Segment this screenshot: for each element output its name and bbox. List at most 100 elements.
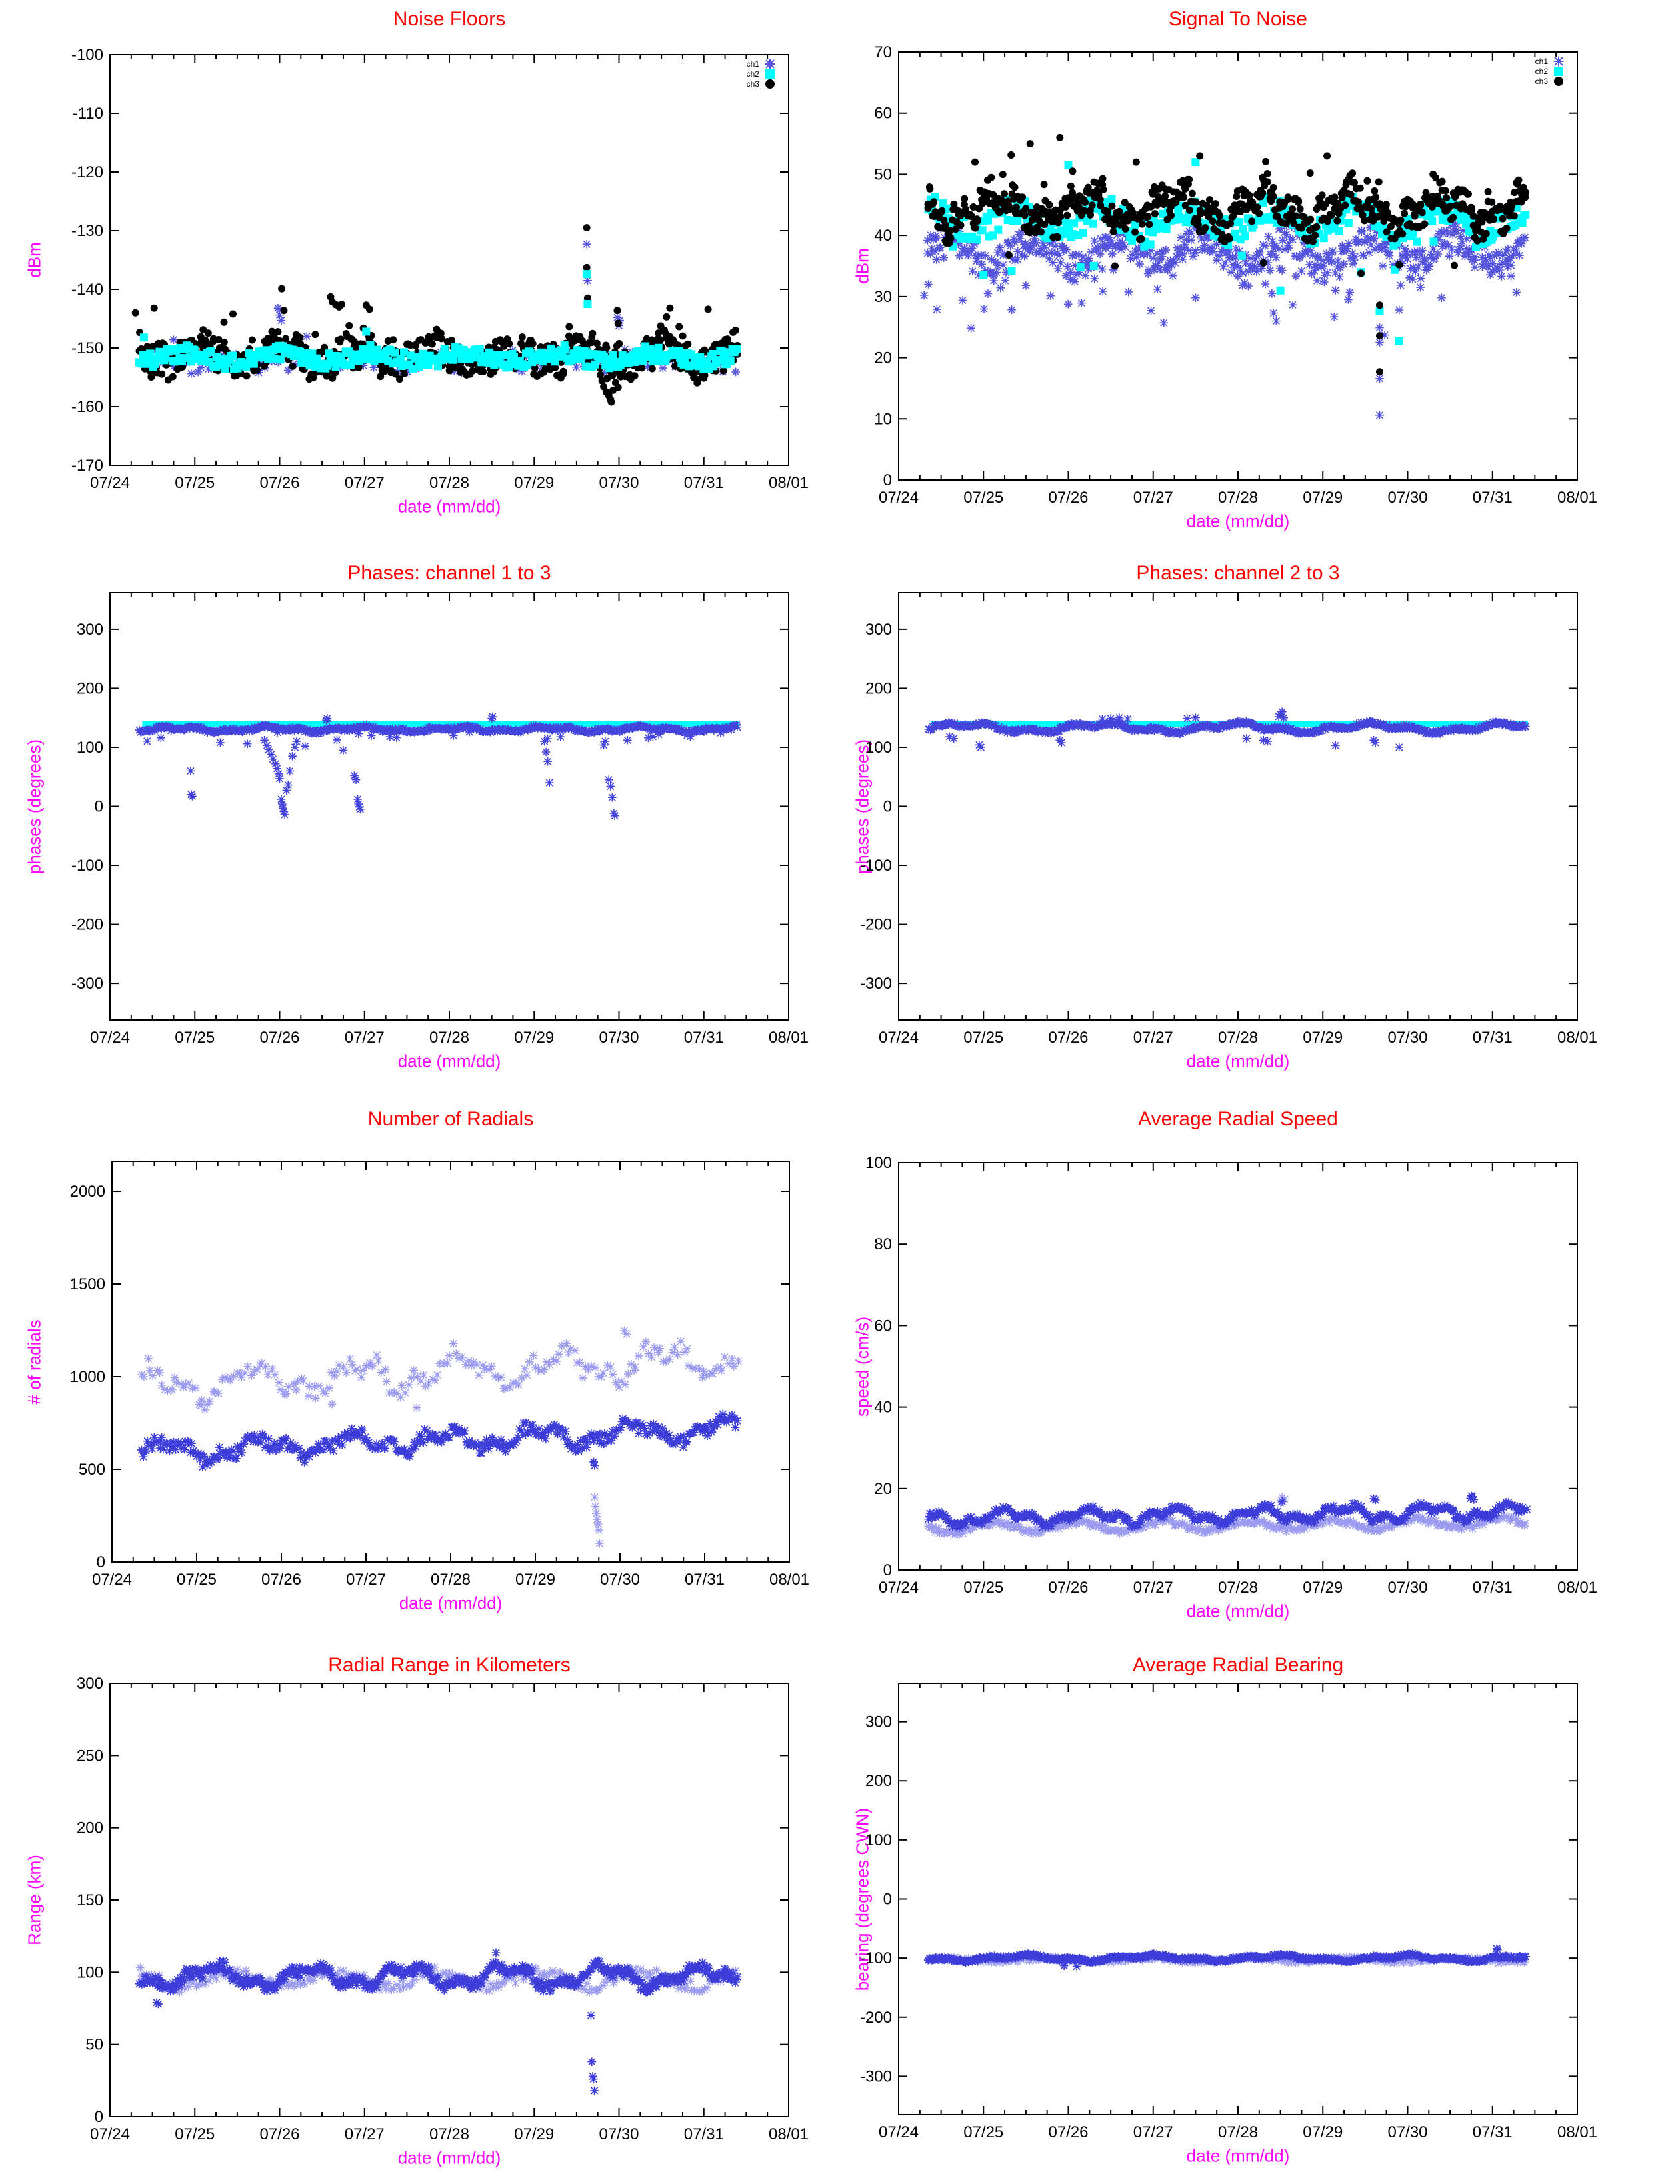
y-tick-label: 80: [874, 1235, 892, 1253]
chart-title: Noise Floors: [393, 8, 506, 30]
y-tick-label: -200: [860, 2009, 892, 2027]
x-tick-label: 08/01: [1557, 489, 1597, 507]
series-layer: [137, 1326, 743, 1548]
x-tick-label: 07/27: [345, 474, 385, 492]
noise-floors-plot: 07/24 07/25 07/26 07/27 07/28 07/29 07/30 07/31…: [71, 46, 809, 492]
y-tick-label: 100: [865, 1831, 892, 1849]
average-radial-speed-plot: 07/24 07/25 07/26 07/27 07/28 07/29 07/30 07/31…: [865, 1154, 1597, 1597]
y-tick-label: 0: [883, 471, 892, 489]
x-tick-label: 07/26: [259, 2125, 299, 2143]
ch1-star-icon: [1553, 56, 1564, 67]
panel-radial-range: Radial Range in Kilometers Range (km) da…: [0, 1638, 840, 2184]
x-axis-label: date (mm/dd): [1186, 1601, 1290, 1621]
x-tick-label: 08/01: [769, 1571, 809, 1589]
chart-title: Radial Range in Kilometers: [328, 1654, 571, 1676]
tick-labels: 07/24 07/25 07/26 07/27 07/28 07/29 07/30 07/31…: [77, 1675, 809, 2143]
x-axis-label: date (mm/dd): [397, 1051, 501, 1071]
x-tick-label: 07/25: [175, 2125, 215, 2143]
x-tick-label: 07/30: [1387, 489, 1427, 507]
y-tick-label: 300: [865, 1713, 892, 1731]
x-tick-label: 07/31: [1473, 1029, 1513, 1047]
x-tick-label: 07/31: [684, 2125, 724, 2143]
x-tick-label: 07/31: [1473, 489, 1513, 507]
chart-title: Average Radial Speed: [1138, 1108, 1338, 1130]
y-tick-label: 100: [865, 1154, 892, 1172]
x-tick-label: 07/26: [1048, 1029, 1088, 1047]
series-layer: [135, 1948, 742, 2095]
series-layer: [923, 1944, 1530, 1971]
legend-label-ch2: ch2: [747, 69, 760, 79]
y-tick-label: -300: [860, 2067, 892, 2085]
x-tick-label: 07/26: [1048, 2123, 1088, 2141]
y-tick-label: 200: [865, 1772, 892, 1790]
ch2-square-icon: [1554, 67, 1563, 76]
x-tick-label: 08/01: [1557, 1579, 1597, 1597]
y-tick-label: -100: [860, 1949, 892, 1967]
y-tick-label: 0: [883, 1561, 892, 1579]
y-tick-label: 0: [883, 1891, 892, 1909]
chart-title: Phases: channel 2 to 3: [1136, 562, 1340, 584]
y-tick-label: 0: [95, 798, 103, 816]
x-tick-label: 07/24: [92, 1571, 132, 1589]
panel-average-radial-bearing: Average Radial Bearing bearing (degrees …: [840, 1638, 1680, 2184]
ch2-square-icon: [765, 69, 775, 79]
x-tick-label: 07/29: [514, 474, 554, 492]
x-tick-label: 07/29: [1303, 1579, 1343, 1597]
x-tick-label: 07/24: [90, 474, 130, 492]
x-axis-label: date (mm/dd): [1186, 511, 1290, 531]
x-tick-label: 07/25: [177, 1571, 217, 1589]
x-tick-label: 07/26: [261, 1571, 301, 1589]
axes: [898, 1162, 1578, 1571]
chart-title: Signal To Noise: [1169, 8, 1307, 30]
plot-frame: [109, 592, 789, 1021]
y-tick-label: -100: [71, 46, 103, 64]
y-tick-label: 200: [77, 679, 103, 697]
y-tick-label: 1500: [70, 1275, 105, 1293]
x-tick-label: 07/24: [879, 1579, 919, 1597]
plot-frame: [109, 54, 789, 466]
x-tick-label: 07/24: [90, 2125, 130, 2143]
x-tick-label: 07/31: [1473, 1579, 1513, 1597]
series-layer: [135, 712, 742, 820]
x-tick-label: 07/29: [1303, 1029, 1343, 1047]
y-tick-label: -130: [71, 222, 103, 240]
series-layer: [919, 133, 1530, 420]
axes: [111, 1161, 790, 1563]
phases-1-3-plot: 07/24 07/25 07/26 07/27 07/28 07/29 07/30 07/31…: [71, 592, 809, 1047]
panel-phases-1-3: Phases: channel 1 to 3 phases (degrees) …: [0, 546, 840, 1092]
x-tick-label: 07/30: [599, 1029, 639, 1047]
y-tick-label: -140: [71, 281, 103, 299]
tick-labels: 07/24 07/25 07/26 07/27 07/28 07/29 07/30 07/31…: [874, 43, 1597, 507]
chart-title: Average Radial Bearing: [1132, 1654, 1344, 1676]
x-tick-label: 07/30: [599, 474, 639, 492]
y-tick-label: 50: [874, 165, 892, 183]
y-tick-label: 150: [77, 1891, 103, 1909]
y-tick-label: -300: [860, 975, 892, 993]
x-tick-label: 07/25: [963, 489, 1003, 507]
plot-frame: [898, 1683, 1578, 2115]
series-range-dark: [135, 1948, 742, 2095]
tick-labels: 07/24 07/25 07/26 07/27 07/28 07/29 07/30 07/31…: [71, 621, 809, 1047]
y-tick-label: 30: [874, 288, 892, 306]
y-tick-label: -200: [71, 916, 103, 934]
chart-title: Number of Radials: [367, 1108, 534, 1130]
x-tick-label: 07/30: [1387, 1029, 1427, 1047]
x-tick-label: 07/27: [1133, 1579, 1173, 1597]
plot-frame: [109, 1683, 789, 2117]
x-tick-label: 07/29: [1303, 489, 1343, 507]
y-tick-label: 1000: [70, 1368, 105, 1386]
x-tick-label: 07/31: [684, 1029, 724, 1047]
x-tick-label: 07/27: [345, 2125, 385, 2143]
x-tick-label: 07/28: [429, 2125, 469, 2143]
y-tick-label: 250: [77, 1747, 103, 1765]
series-phase-measured: [924, 707, 1530, 752]
y-tick-label: -100: [71, 857, 103, 875]
series-radials-lower: [137, 1409, 742, 1471]
x-tick-label: 07/24: [879, 2123, 919, 2141]
legend-label-ch3: ch3: [747, 79, 760, 89]
axes: [898, 51, 1578, 481]
radial-range-plot: 07/24 07/25 07/26 07/27 07/28 07/29 07/30 07/31…: [77, 1675, 809, 2143]
